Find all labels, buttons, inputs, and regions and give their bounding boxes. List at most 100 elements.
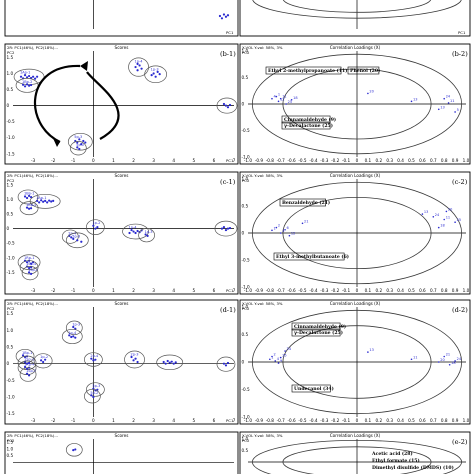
x-tick-label: 6 [213,288,216,293]
y-tick-label: -1.0 [242,285,251,290]
loading-point [410,100,413,103]
group-ellipse [19,260,39,275]
group-label: 1Ap-1 [36,196,46,200]
corner-header: 2R: PC1(46%), PC2(18%)... [7,173,58,178]
data-point [78,138,81,141]
group-ellipse [86,382,105,397]
y-tick-label: 0 [7,361,10,366]
data-point [136,69,139,72]
x-tick-label: 3 [152,158,155,163]
y-tick-label: 0 [242,231,245,236]
data-point [92,395,95,399]
point-group [216,356,236,372]
x-tick-label: -0.1 [342,158,351,163]
group-ellipse [86,219,105,235]
panel-frame [239,431,471,474]
group-label: 5p-2 [76,143,84,147]
loading-point [288,234,291,237]
panel-label: (b-1) [220,50,236,58]
y-tick-label: 0.5 [7,345,14,350]
point-group [156,354,184,371]
x-tick-label: -0.7 [277,158,286,163]
data-point [228,226,232,230]
data-point [42,360,45,364]
x-axis-label: PC1 [226,418,234,423]
point-group: 1p-3 [138,228,155,243]
loading-label: 20 [448,207,452,211]
y-axis-label: PC2 [242,306,250,311]
data-point [136,360,139,364]
x-tick-label: -0.7 [277,418,286,423]
data-point [25,261,29,264]
callout-box [281,115,331,124]
x-tick-label: -1 [71,418,76,423]
x-tick-label: -0.1 [342,418,351,423]
data-point [44,358,47,361]
point-group: 5p-2 [84,388,101,404]
point-group: 5p-3 [65,232,89,249]
loading-point [454,221,456,223]
loading-label: 24 [457,357,462,361]
group-ellipse [65,443,83,457]
x-tick-label: 0.3 [386,418,393,423]
y-tick-label: 1.5 [7,55,14,60]
x-tick-label: 0.5 [408,158,415,163]
data-point [168,361,171,364]
loading-label: 1 [271,355,273,359]
data-point [154,75,157,78]
data-point [134,231,137,235]
x-tick-label: -3 [31,418,36,423]
group-label: 5p-3 [72,234,80,238]
callout-label: Cinnamaldehyde (9) [294,323,346,330]
loading-label: 21 [304,219,308,223]
panel-label: (d-1) [220,306,236,314]
data-point [76,239,79,242]
loading-label: 12 [280,97,284,101]
data-point [156,70,159,73]
data-point [80,143,83,146]
group-ellipse [144,65,168,84]
data-point [94,358,97,361]
loading-label: 6 [287,226,289,230]
callout-box [291,322,341,331]
data-point [72,335,75,338]
data-point [222,13,226,16]
group-label: 1p-4 [135,59,144,63]
x-tick-label: -1.0 [244,158,253,163]
panel-3: 2R: PC1(46%), PC2(18%)... Scores PC2 PC1 (b-… [4,43,239,165]
callout-label: γ-Decalactone (25) [284,122,333,129]
data-point [70,236,73,239]
x-tick-label: -0.3 [320,158,329,163]
callout-box [281,121,331,130]
data-point [46,201,49,204]
x-axis-label: PC1 [226,30,234,35]
x-tick-label: 0.1 [365,288,372,293]
panel-label: (e-2) [452,438,468,446]
y-tick-label: 1.0 [242,49,249,54]
loading-point [271,229,273,232]
x-tick-label: -1.0 [244,288,253,293]
y-axis-label: PC2 [7,306,15,311]
x-tick-label: 0.8 [441,288,448,293]
data-point [29,83,33,87]
data-point [84,141,87,144]
x-tick-label: 4 [172,418,175,423]
panel-frame [4,171,239,295]
group-ellipse [21,266,39,281]
data-point [34,77,37,80]
x-tick-label: -0.7 [277,288,286,293]
x-tick-label: 0.4 [397,158,404,163]
x-tick-label: -3 [31,288,36,293]
group-ellipse [17,254,41,270]
x-tick-label: 3 [152,418,155,423]
x-tick-label: -0.4 [309,158,318,163]
x-tick-label: -2 [51,158,56,163]
group-ellipse [61,229,79,244]
x-tick-label: 2 [132,288,135,293]
loading-point [432,216,435,218]
y-tick-label: 0 [242,102,245,107]
data-point [228,103,232,107]
data-point [23,365,27,369]
loading-point [290,98,293,101]
